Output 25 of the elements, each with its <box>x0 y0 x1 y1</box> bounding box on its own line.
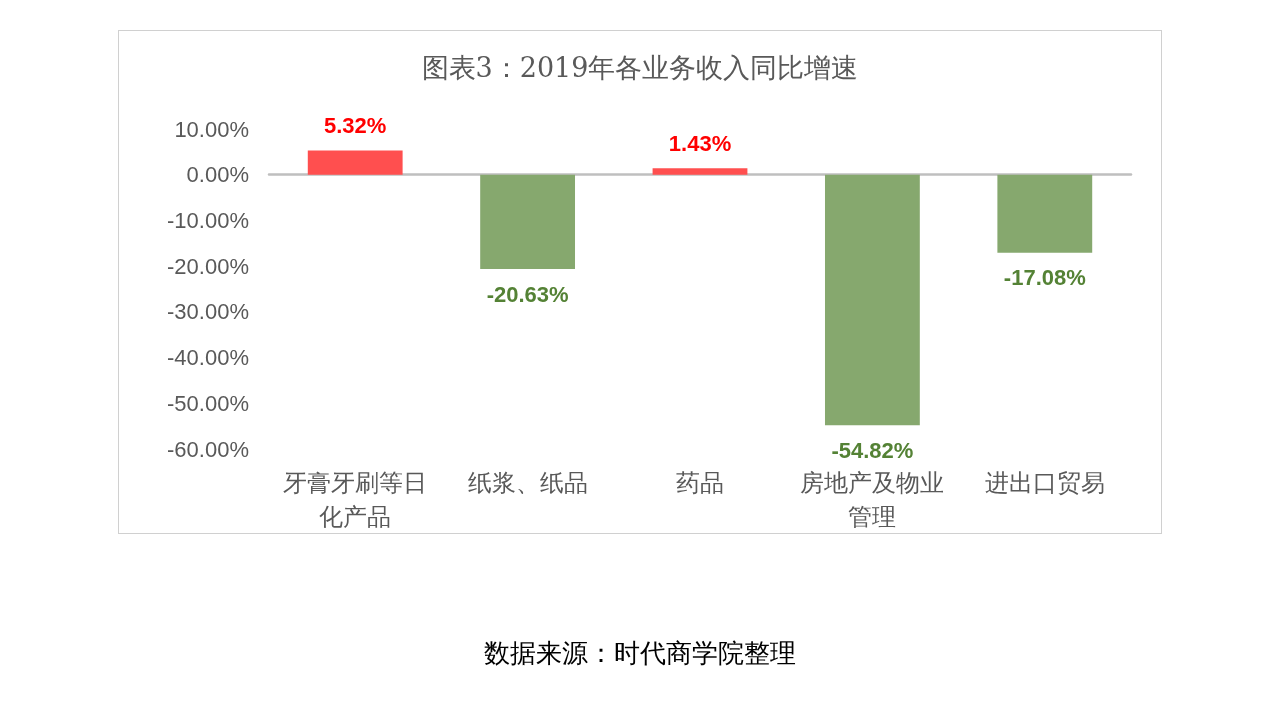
bar <box>307 150 403 175</box>
bar <box>480 174 576 270</box>
data-label: -17.08% <box>1003 265 1086 291</box>
y-tick-label: -20.00% <box>167 253 249 279</box>
x-tick-label: 纸浆、纸品 <box>467 468 588 496</box>
data-label: -54.82% <box>831 437 914 463</box>
y-tick-label: -40.00% <box>167 345 249 371</box>
bar <box>997 174 1093 253</box>
x-tick-label: 牙膏牙刷等日化产品 <box>283 468 428 530</box>
y-tick-label: -50.00% <box>167 390 249 416</box>
source-note: 数据来源：时代商学院整理 <box>483 637 797 670</box>
x-tick-label: 药品 <box>676 468 724 496</box>
bar <box>824 174 920 426</box>
data-label: 1.43% <box>668 130 732 156</box>
y-tick-label: -10.00% <box>167 207 249 233</box>
y-tick-label: 10.00% <box>174 116 249 142</box>
y-tick-label: -60.00% <box>167 436 249 462</box>
y-tick-label: 0.00% <box>186 162 249 188</box>
x-tick-label: 进出口贸易 <box>984 468 1105 496</box>
chart-title: 图表3：2019年各业务收入同比增速 <box>421 52 859 83</box>
x-tick-label: 房地产及物业管理 <box>800 468 945 530</box>
bar <box>652 168 748 175</box>
data-label: -20.63% <box>486 281 569 307</box>
y-tick-label: -30.00% <box>167 299 249 325</box>
data-label: 5.32% <box>324 112 387 138</box>
